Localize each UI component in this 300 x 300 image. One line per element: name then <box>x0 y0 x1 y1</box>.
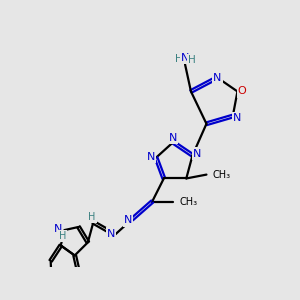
Text: CH₃: CH₃ <box>180 196 198 206</box>
Text: H: H <box>88 212 96 222</box>
Text: H: H <box>175 55 183 64</box>
Text: N: N <box>213 73 221 82</box>
Text: N: N <box>169 133 177 143</box>
Text: N: N <box>181 53 190 63</box>
Text: N: N <box>54 224 62 234</box>
Text: N: N <box>233 113 242 123</box>
Text: O: O <box>238 86 247 96</box>
Text: N: N <box>147 152 155 161</box>
Text: H: H <box>188 55 196 65</box>
Text: CH₃: CH₃ <box>213 169 231 180</box>
Text: N: N <box>106 229 115 238</box>
Text: H: H <box>58 231 66 241</box>
Text: N: N <box>124 215 132 225</box>
Text: N: N <box>193 148 201 158</box>
